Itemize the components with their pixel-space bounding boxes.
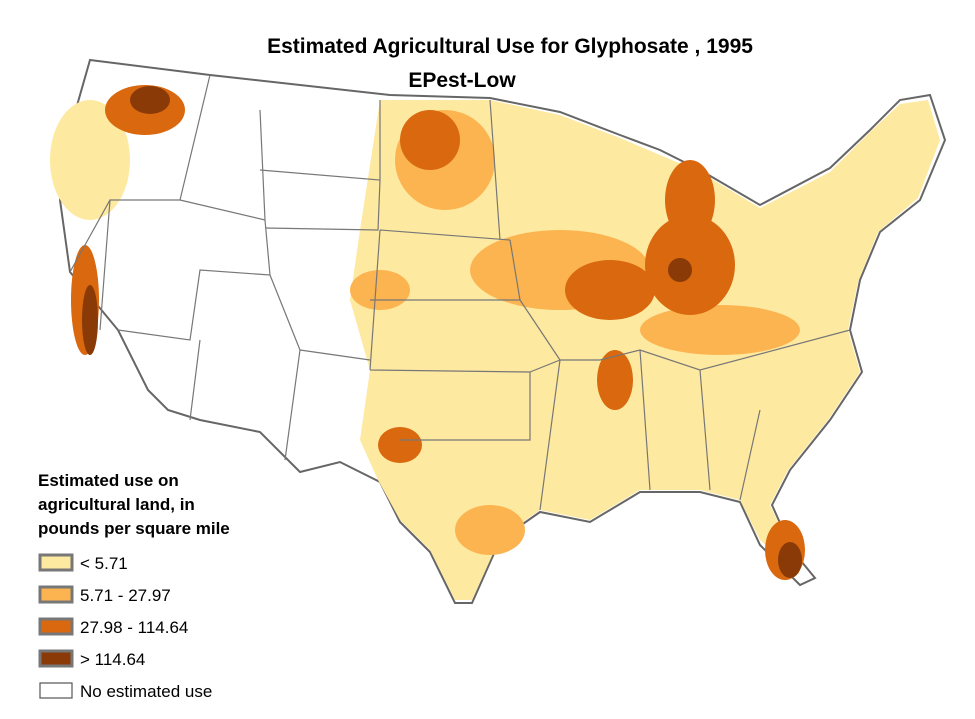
farm-area <box>455 505 525 555</box>
legend: Estimated use on agricultural land, in pou… <box>38 471 230 701</box>
farm-area <box>665 160 715 240</box>
farm-area <box>130 86 170 114</box>
farm-area <box>400 110 460 170</box>
map-subtitle: EPest-Low <box>408 69 516 92</box>
legend-label: < 5.71 <box>80 554 128 573</box>
farm-area <box>668 258 692 282</box>
legend-label: 5.71 - 27.97 <box>80 586 171 605</box>
farm-area <box>597 350 633 410</box>
legend-swatch <box>38 617 74 636</box>
legend-label: 27.98 - 114.64 <box>80 618 188 637</box>
farm-area <box>350 270 410 310</box>
legend-swatch <box>39 682 73 699</box>
legend-swatch <box>38 553 74 572</box>
farm-area <box>640 305 800 355</box>
farm-area <box>565 260 655 320</box>
farm-area <box>82 285 98 355</box>
legend-title: Estimated use on <box>38 471 179 490</box>
legend-swatch <box>38 585 74 604</box>
farm-area <box>378 427 422 463</box>
us-map <box>50 58 947 604</box>
legend-label: > 114.64 <box>80 650 145 669</box>
farm-area <box>778 542 802 578</box>
legend-swatch <box>38 649 74 668</box>
legend-label: No estimated use <box>80 682 212 701</box>
farm-area <box>50 100 130 220</box>
legend-title: pounds per square mile <box>38 519 230 538</box>
farm-region <box>350 100 940 600</box>
map-title: Estimated Agricultural Use for Glyphosat… <box>267 35 753 58</box>
state-borders <box>69 74 851 511</box>
legend-title: agricultural land, in <box>38 495 195 514</box>
